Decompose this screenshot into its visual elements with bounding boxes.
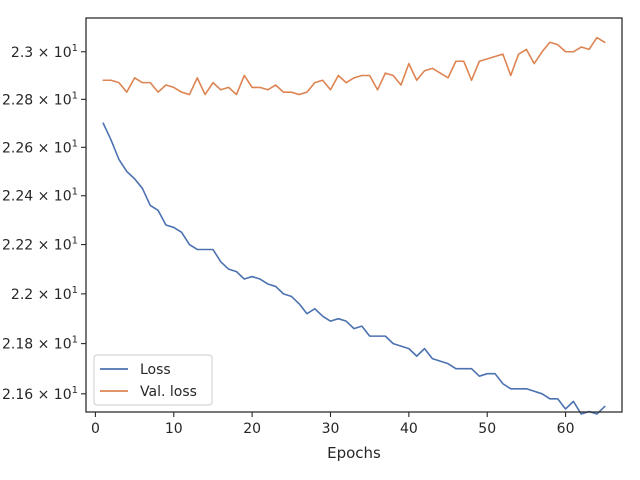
x-tick-label: 10 — [165, 421, 183, 437]
legend-label: Loss — [140, 362, 171, 378]
x-tick-label: 50 — [478, 421, 496, 437]
series-line-loss — [102, 122, 606, 415]
y-tick-label: 2.18 × 101 — [2, 335, 78, 353]
y-tick-label: 2.28 × 101 — [2, 90, 78, 108]
y-axis: 2.16 × 101 2.18 × 101 2.2 × 101 2.22 × 101 2… — [2, 43, 86, 403]
x-tick-label: 60 — [557, 421, 575, 437]
series-line-val-loss — [102, 36, 606, 96]
y-tick-label: 2.24 × 101 — [2, 187, 78, 205]
y-tick-label: 2.26 × 101 — [2, 138, 78, 156]
x-tick-label: 0 — [91, 421, 100, 437]
legend-box — [93, 354, 213, 406]
y-tick-label: 2.22 × 101 — [2, 236, 78, 254]
y-tick-label: 2.16 × 101 — [2, 385, 78, 403]
x-tick-label: 40 — [400, 421, 418, 437]
legend: Loss Val. loss — [93, 354, 213, 406]
legend-label: Val. loss — [140, 384, 197, 400]
x-axis: 0 10 20 30 40 50 60 — [91, 412, 575, 437]
x-axis-label: Epochs — [327, 444, 381, 462]
series-group — [102, 36, 606, 415]
y-tick-label: 2.3 × 101 — [11, 43, 78, 61]
x-tick-label: 30 — [322, 421, 340, 437]
x-tick-label: 20 — [243, 421, 261, 437]
y-tick-label: 2.2 × 101 — [11, 285, 78, 303]
axes-frame — [85, 17, 623, 413]
